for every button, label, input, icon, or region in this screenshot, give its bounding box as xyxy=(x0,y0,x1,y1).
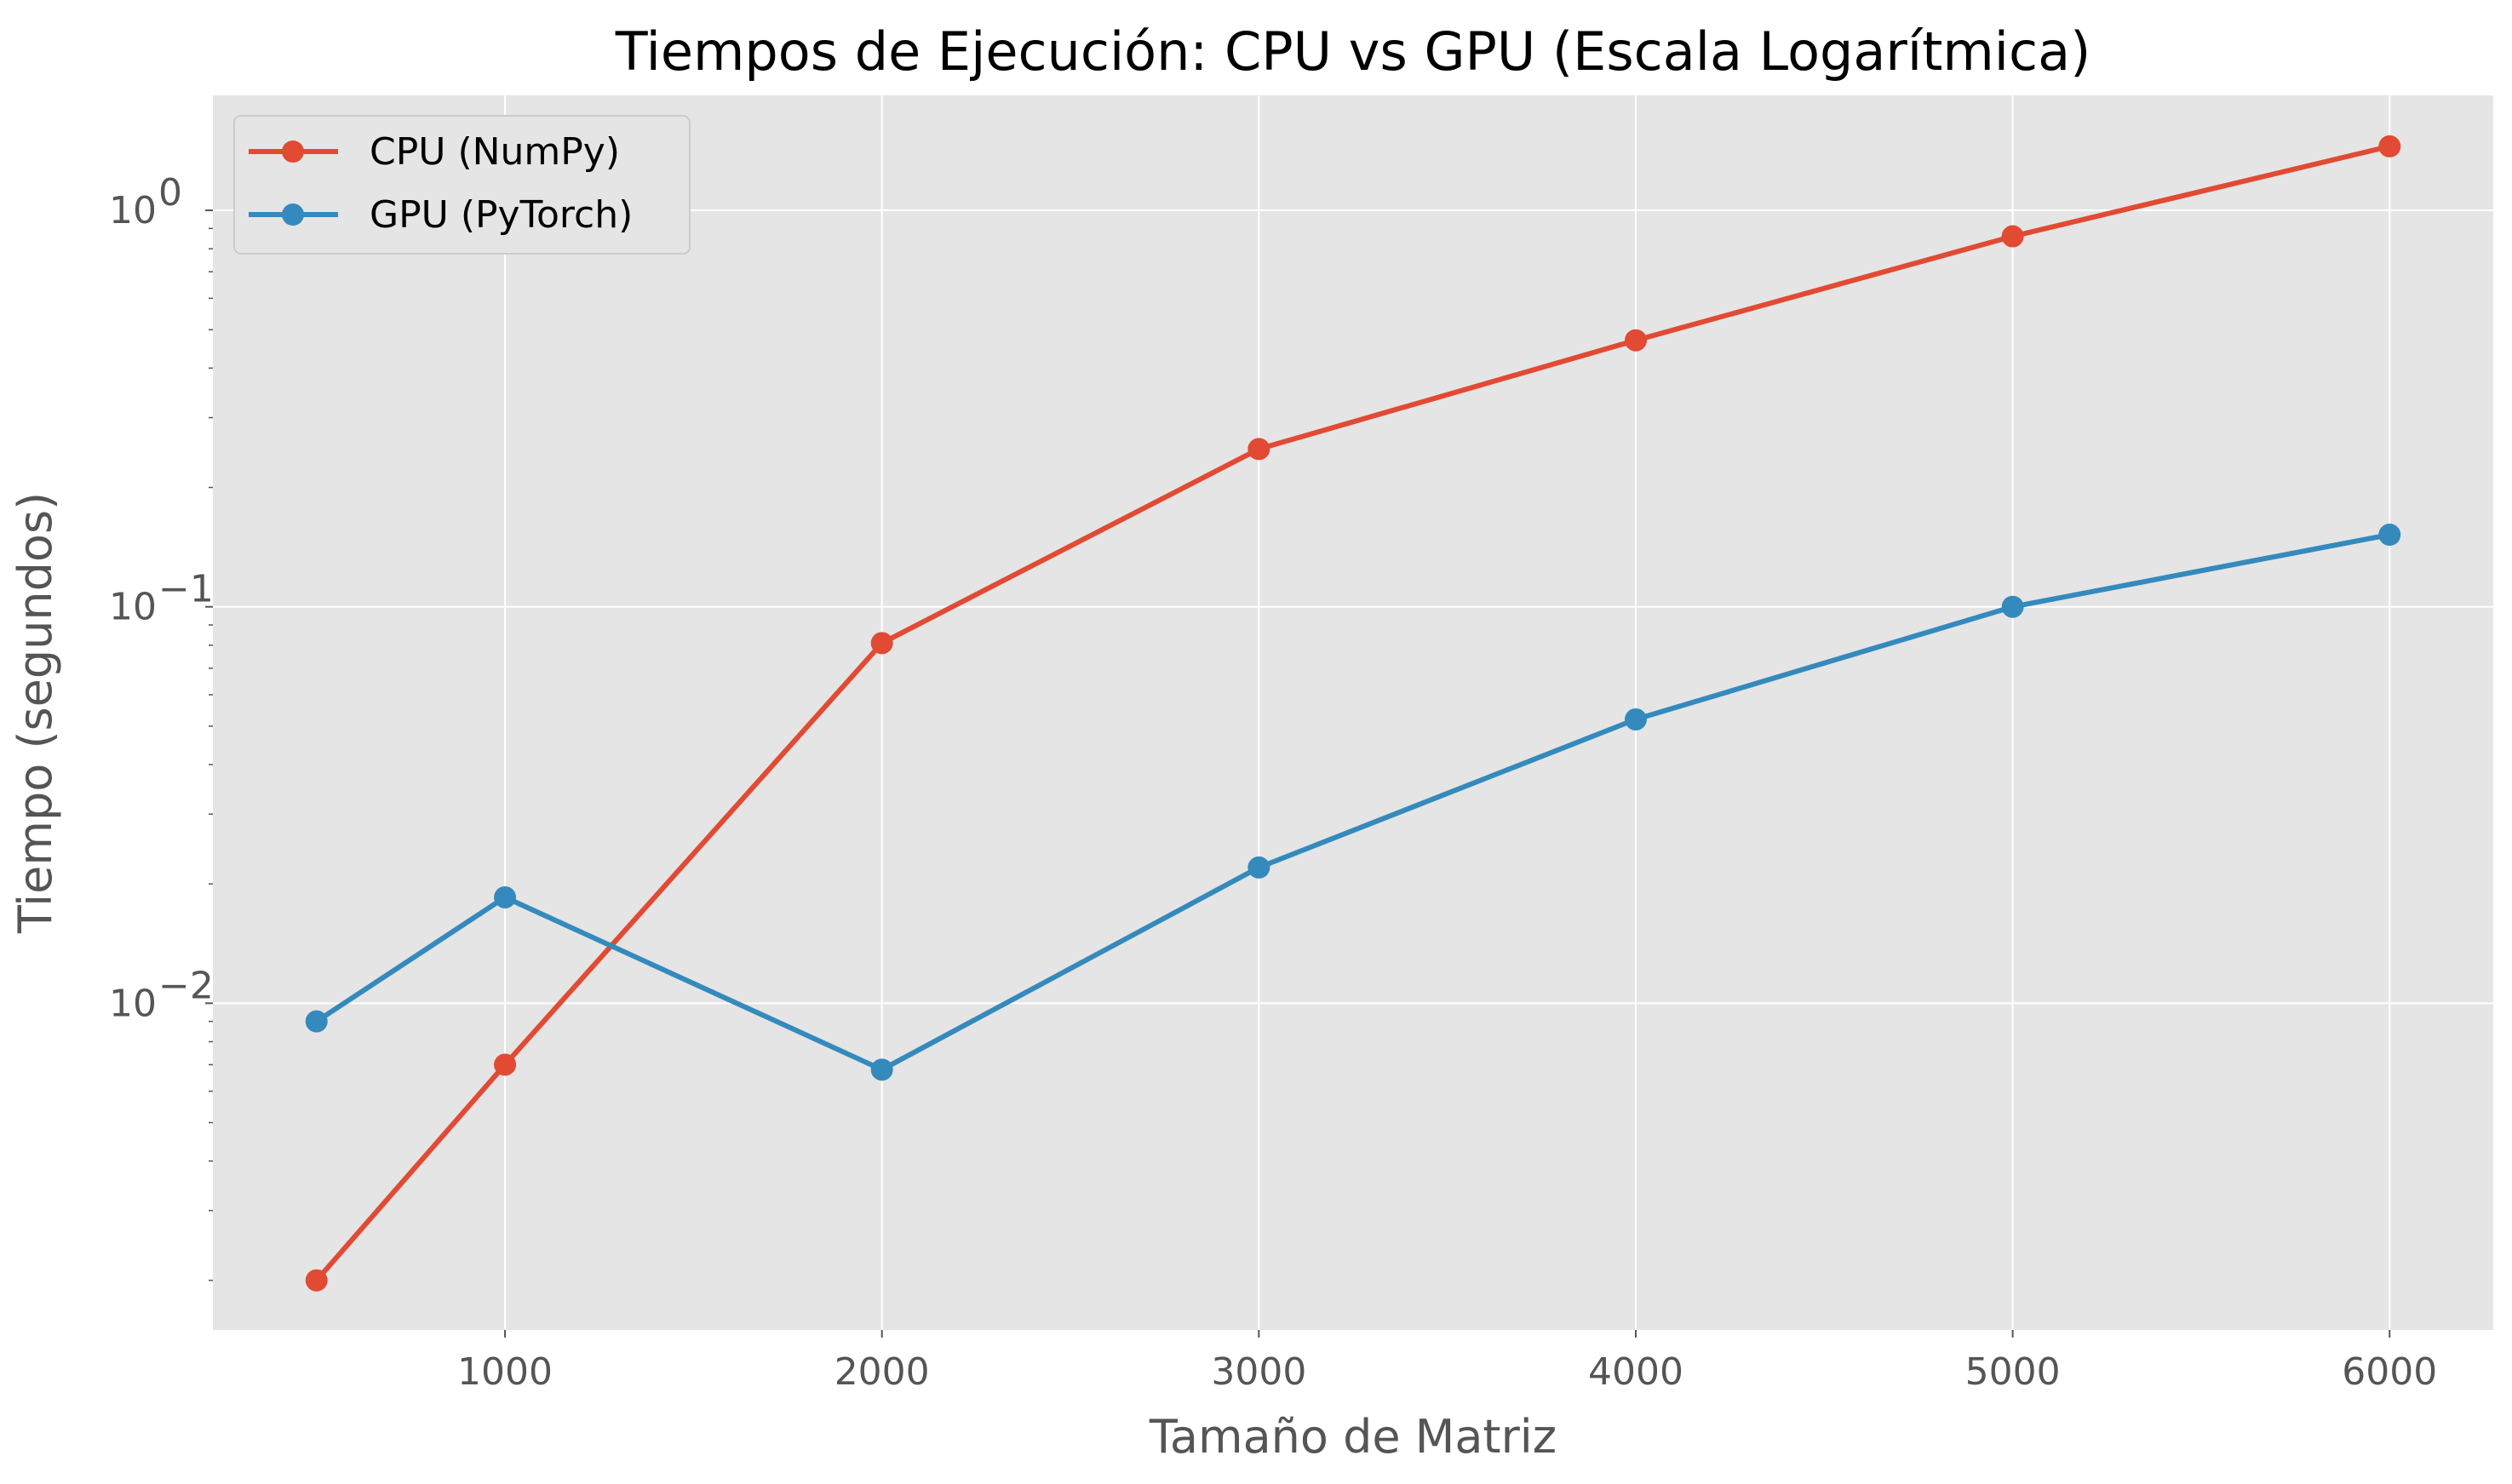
series-1-point xyxy=(870,1058,893,1081)
y-tick-label-exponent: 0 xyxy=(158,171,182,215)
legend: CPU (NumPy) GPU (PyTorch) xyxy=(233,115,691,255)
x-axis-label: Tamaño de Matriz xyxy=(1149,1410,1557,1464)
x-tick-label: 5000 xyxy=(1965,1350,2061,1394)
series-0-point xyxy=(1247,438,1270,461)
series-0-point xyxy=(870,632,893,655)
series-1-point xyxy=(494,885,517,908)
plot-area xyxy=(213,95,2493,1330)
series-layer xyxy=(305,135,2401,1292)
series-1-point xyxy=(2001,595,2024,618)
legend-label-cpu: CPU (NumPy) xyxy=(370,130,620,174)
legend-label-gpu: GPU (PyTorch) xyxy=(370,193,633,237)
y-tick-label-exponent: −1 xyxy=(158,568,214,611)
x-tick-label: 1000 xyxy=(457,1350,553,1394)
series-0-point xyxy=(305,1269,328,1292)
series-0-point xyxy=(2378,135,2401,158)
x-tick-label: 2000 xyxy=(834,1350,930,1394)
y-tick-label: 10 xyxy=(109,982,157,1025)
series-0-point xyxy=(494,1053,517,1076)
x-tick-label: 6000 xyxy=(2342,1350,2437,1394)
legend-marker-gpu xyxy=(282,203,304,226)
series-1-point xyxy=(2378,524,2401,547)
y-tick-label: 10 xyxy=(109,586,157,629)
series-0-point xyxy=(2001,225,2024,248)
chart-title: Tiempos de Ejecución: CPU vs GPU (Escala… xyxy=(615,20,2091,83)
minor-ticks xyxy=(209,227,213,1281)
series-1-point xyxy=(1624,708,1647,731)
series-0-point xyxy=(1624,329,1647,352)
x-tick-label: 4000 xyxy=(1588,1350,1683,1394)
y-tick-label: 10 xyxy=(109,189,157,232)
y-tick-label-exponent: −2 xyxy=(158,964,214,1007)
y-axis-label: Tiempo (segundos) xyxy=(9,492,62,934)
legend-box xyxy=(233,115,691,255)
legend-marker-cpu xyxy=(282,140,304,163)
x-tick-label: 3000 xyxy=(1211,1350,1306,1394)
series-1-point xyxy=(1247,856,1270,879)
series-1-point xyxy=(305,1010,328,1033)
